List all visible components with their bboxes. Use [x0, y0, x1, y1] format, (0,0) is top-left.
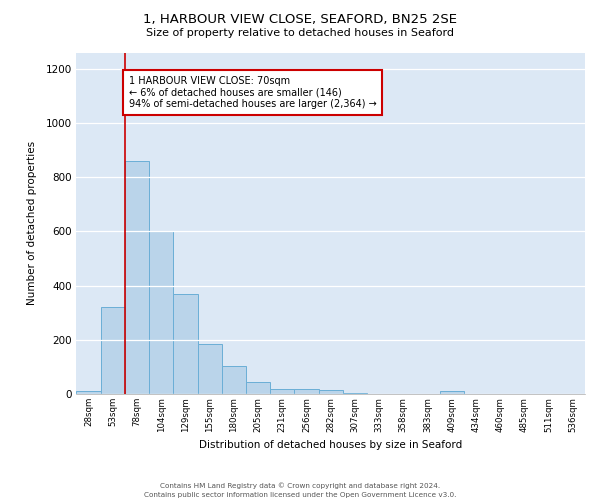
Bar [270, 389, 295, 394]
Bar [173, 294, 197, 394]
Bar [222, 366, 246, 394]
Text: 1 HARBOUR VIEW CLOSE: 70sqm
← 6% of detached houses are smaller (146)
94% of sem: 1 HARBOUR VIEW CLOSE: 70sqm ← 6% of deta… [128, 76, 376, 108]
Bar [76, 392, 101, 394]
Bar [125, 161, 149, 394]
X-axis label: Distribution of detached houses by size in Seaford: Distribution of detached houses by size … [199, 440, 463, 450]
Text: 1, HARBOUR VIEW CLOSE, SEAFORD, BN25 2SE: 1, HARBOUR VIEW CLOSE, SEAFORD, BN25 2SE [143, 12, 457, 26]
Bar [101, 308, 125, 394]
Bar [246, 382, 270, 394]
Bar [149, 232, 173, 394]
Text: Contains HM Land Registry data © Crown copyright and database right 2024.: Contains HM Land Registry data © Crown c… [160, 482, 440, 489]
Bar [440, 392, 464, 394]
Bar [319, 390, 343, 394]
Text: Size of property relative to detached houses in Seaford: Size of property relative to detached ho… [146, 28, 454, 38]
Text: Contains public sector information licensed under the Open Government Licence v3: Contains public sector information licen… [144, 492, 456, 498]
Bar [197, 344, 222, 394]
Bar [295, 389, 319, 394]
Y-axis label: Number of detached properties: Number of detached properties [27, 141, 37, 306]
